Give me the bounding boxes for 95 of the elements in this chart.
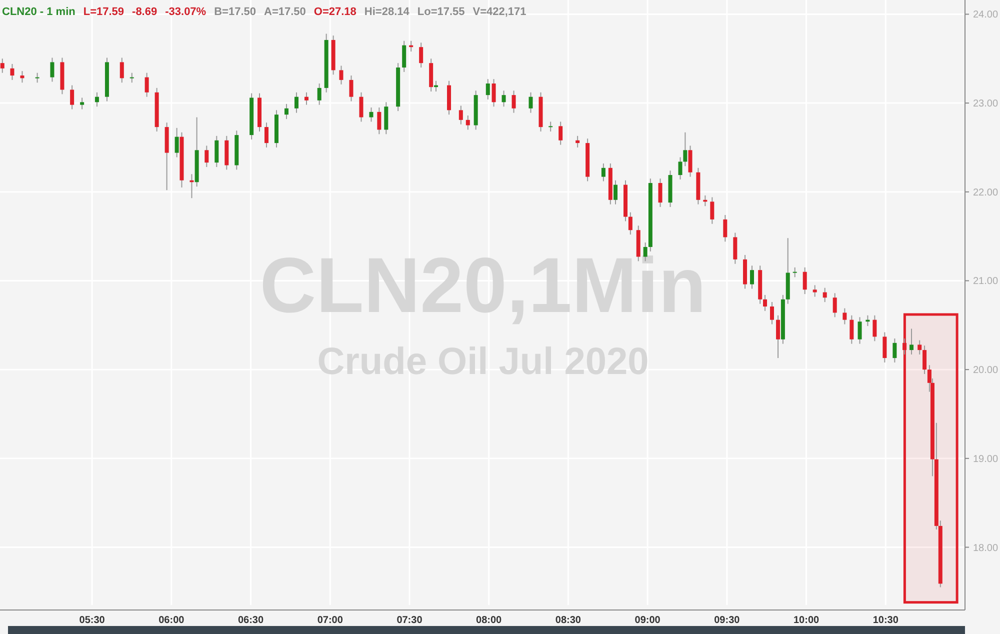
y-tick-label: 18.00 [973, 542, 998, 554]
candlestick [776, 314, 780, 359]
candlestick [429, 58, 434, 92]
candlestick [35, 72, 40, 84]
y-tick-label: 21.00 [973, 276, 998, 288]
candlestick [0, 58, 4, 74]
candlestick [842, 308, 847, 325]
annotation: Hi=28.14 [364, 6, 410, 18]
candlestick [317, 83, 322, 106]
text: CLN20 - 1 min [2, 6, 76, 18]
candlestick [792, 266, 797, 278]
candlestick [733, 232, 738, 264]
candlestick [763, 294, 768, 312]
annotation: B=17.50 [214, 6, 256, 18]
candlestick [294, 92, 298, 114]
candlestick [502, 90, 506, 108]
candlestick [458, 105, 463, 125]
candlestick [832, 292, 837, 318]
annotation: V=422,171 [472, 6, 526, 18]
x-tick-label: 10:30 [872, 615, 899, 626]
candlestick [628, 212, 632, 236]
candlestick [174, 127, 179, 158]
candlestick [284, 103, 288, 120]
x-tick-label: 05:30 [79, 615, 106, 626]
candlestick [214, 135, 219, 168]
candlestick [384, 102, 388, 135]
candlestick [369, 106, 374, 122]
candlestick [872, 314, 877, 342]
candlestick [204, 145, 209, 168]
candlestick [658, 178, 662, 208]
y-tick-label: 23.00 [973, 98, 998, 110]
candlestick [419, 42, 424, 68]
y-tick-label: 24.00 [973, 10, 998, 21]
candlestick [802, 266, 807, 295]
candlestick [120, 57, 124, 84]
x-tick-label: 06:30 [238, 615, 264, 626]
candlestick [349, 75, 354, 102]
candlestick [601, 162, 606, 182]
candlestick [492, 78, 496, 108]
candlestick [902, 338, 907, 355]
y-tick-label: 19.00 [973, 454, 998, 465]
candlestick [558, 121, 563, 146]
candlestick [130, 72, 134, 84]
candlestick [339, 65, 344, 85]
candlestick [144, 72, 149, 98]
candlestick [486, 78, 490, 100]
candlestick [377, 106, 382, 135]
candlestick [528, 92, 533, 114]
x-tick-label: 08:30 [555, 615, 582, 626]
candlestick [683, 132, 688, 167]
candlestick [770, 302, 774, 325]
candlestick [850, 314, 854, 344]
candlestick [614, 180, 618, 205]
candlestick [50, 57, 54, 82]
candlestick [688, 145, 692, 178]
x-tick-label: 07:30 [396, 615, 423, 626]
annotation: A=17.50 [264, 6, 306, 18]
candlestick [512, 90, 516, 114]
candlestick [723, 214, 728, 242]
candlestick [359, 92, 364, 122]
candlestick [710, 196, 714, 224]
candlestick [264, 122, 268, 148]
candlestick [80, 97, 84, 110]
candlestick [822, 287, 827, 303]
x-tick-label: 06:00 [158, 615, 185, 626]
candlestick [892, 338, 897, 363]
candlestick [750, 265, 754, 290]
candlestick [882, 332, 887, 363]
candlestick [812, 284, 817, 298]
candlestick [94, 92, 99, 108]
candlestick [304, 92, 308, 106]
x-tick-label: 09:30 [714, 615, 740, 626]
annotation: Lo=17.55 [417, 6, 465, 18]
candlestick [918, 340, 922, 355]
candlestick [548, 121, 553, 132]
annotation: -33.07% [165, 6, 206, 18]
candlestick [402, 40, 406, 72]
x-tick-label: 08:00 [476, 615, 502, 626]
candlestick [466, 114, 470, 130]
annotation: -8.69 [132, 6, 158, 18]
candlestick [576, 135, 580, 148]
annotation: L=17.59 [83, 6, 124, 18]
candlestick [678, 156, 682, 180]
y-tick-label: 22.00 [973, 187, 998, 198]
candlestick [10, 63, 14, 80]
candlestick [70, 84, 74, 110]
x-tick-label: 09:00 [634, 615, 661, 626]
candlestick [20, 70, 24, 84]
candlestick [858, 316, 862, 344]
candlestick [922, 345, 927, 375]
y-tick-label: 20.00 [973, 365, 998, 376]
annotation: O=27.18 [314, 6, 356, 18]
candlestick [910, 328, 914, 355]
x-tick-label: 10:00 [793, 615, 820, 626]
x-tick-label: 07:00 [317, 615, 344, 626]
